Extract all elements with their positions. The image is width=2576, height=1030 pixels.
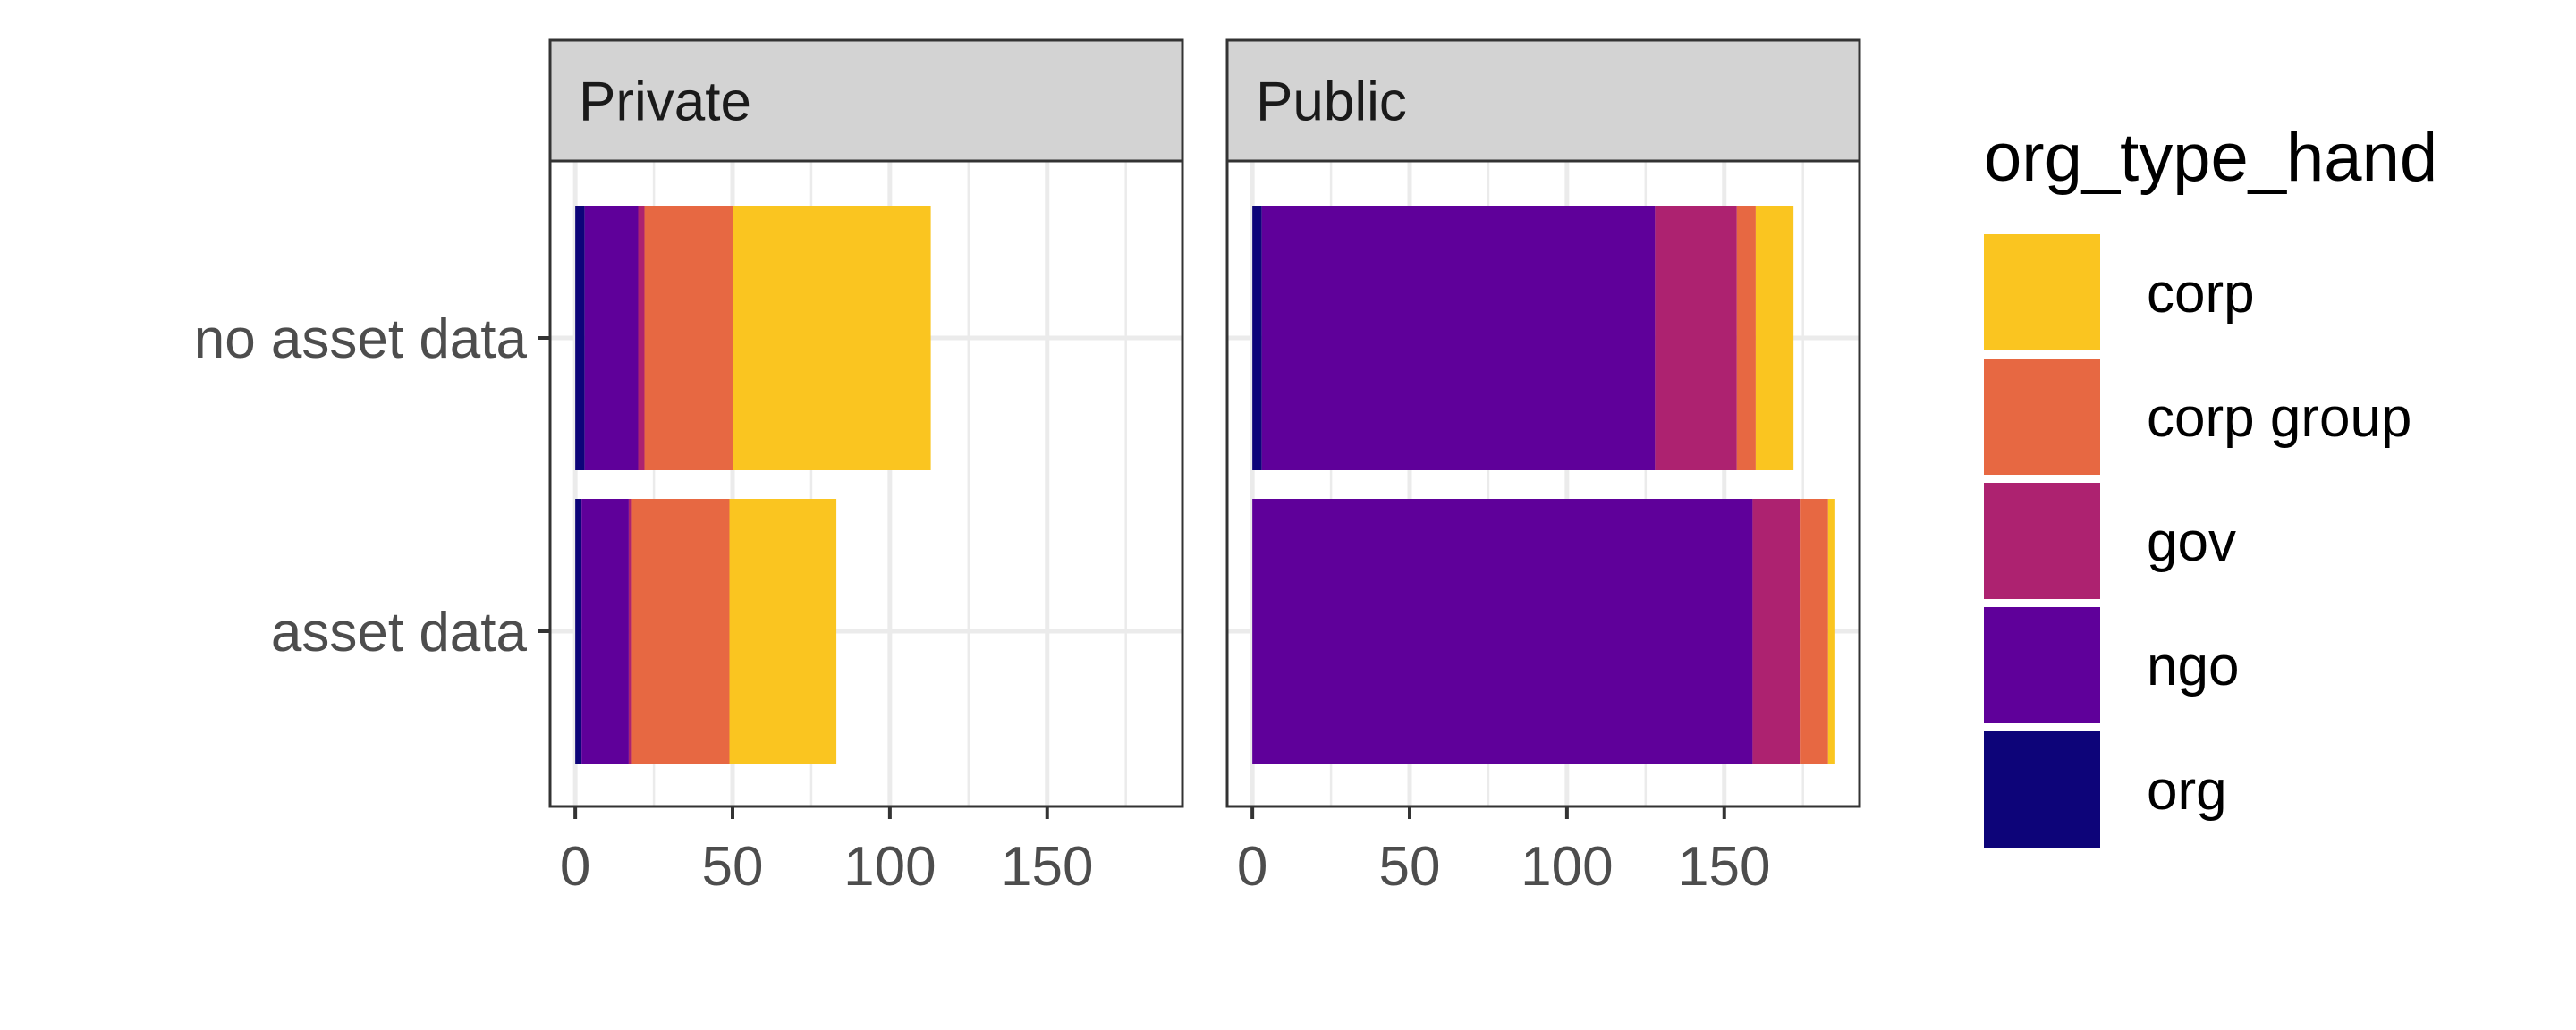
bar-segment-org-no-asset-data — [1252, 206, 1262, 470]
x-tick-label: 100 — [1521, 836, 1613, 898]
y-tick-label: asset data — [271, 602, 528, 663]
facet-strip — [1225, 38, 1861, 163]
bar-segment-gov-no-asset-data — [638, 206, 645, 470]
legend-label: corp — [2147, 263, 2255, 325]
x-tick-label: 0 — [1237, 836, 1267, 898]
bar-segment-ngo-no-asset-data — [584, 206, 639, 470]
facet-panel-private: Private 0 50 100 150 — [548, 38, 1184, 898]
legend-key-org — [1984, 731, 2100, 848]
bar-segment-gov-asset-data — [628, 499, 632, 764]
bar-segment-corp-group-no-asset-data — [1736, 206, 1756, 470]
facet-strip-label: Private — [579, 72, 751, 133]
legend-key-corp-group — [1984, 359, 2100, 475]
x-tick-label: 100 — [843, 836, 936, 898]
y-tick-label: no asset data — [194, 308, 528, 370]
x-tick-label: 0 — [560, 836, 590, 898]
x-tick-label: 150 — [1678, 836, 1770, 898]
facet-panel-public: Public 0 50 100 150 — [1225, 38, 1861, 898]
bar-segment-corp-group-asset-data — [1800, 499, 1828, 764]
legend-key-gov — [1984, 483, 2100, 599]
bar-segment-corp-group-asset-data — [631, 499, 730, 764]
legend: org_type_hand corp corp group gov ngo org — [1984, 120, 2437, 848]
x-tick-label: 150 — [1001, 836, 1093, 898]
bar-segment-ngo-asset-data — [581, 499, 629, 764]
facet-strip — [548, 38, 1184, 163]
legend-key-corp — [1984, 234, 2100, 350]
legend-key-ngo — [1984, 607, 2100, 723]
bar-segment-corp-asset-data — [729, 499, 837, 764]
x-tick-label: 50 — [1379, 836, 1441, 898]
bar-segment-ngo-no-asset-data — [1261, 206, 1656, 470]
bar-segment-gov-asset-data — [1752, 499, 1801, 764]
legend-label: gov — [2147, 511, 2236, 573]
legend-title: org_type_hand — [1984, 120, 2437, 196]
legend-label: corp group — [2147, 387, 2411, 449]
x-tick-label: 50 — [702, 836, 764, 898]
bar-segment-corp-no-asset-data — [1755, 206, 1794, 470]
facet-panels: Private 0 50 100 150 Public 0 50 100 150 — [548, 38, 1861, 898]
bar-segment-gov-no-asset-data — [1655, 206, 1737, 470]
bar-segment-corp-group-no-asset-data — [644, 206, 733, 470]
panel-border — [548, 159, 1184, 808]
y-axis: no asset data asset data — [194, 308, 550, 663]
bar-segment-org-asset-data — [575, 499, 582, 764]
bar-segment-corp-no-asset-data — [733, 206, 931, 470]
bar-segment-ngo-asset-data — [1252, 499, 1753, 764]
facet-strip-label: Public — [1256, 72, 1407, 133]
legend-label: org — [2147, 760, 2227, 822]
bar-segment-corp-asset-data — [1827, 499, 1835, 764]
legend-label: ngo — [2147, 636, 2239, 697]
bar-segment-org-no-asset-data — [575, 206, 585, 470]
panel-border — [1225, 159, 1861, 808]
